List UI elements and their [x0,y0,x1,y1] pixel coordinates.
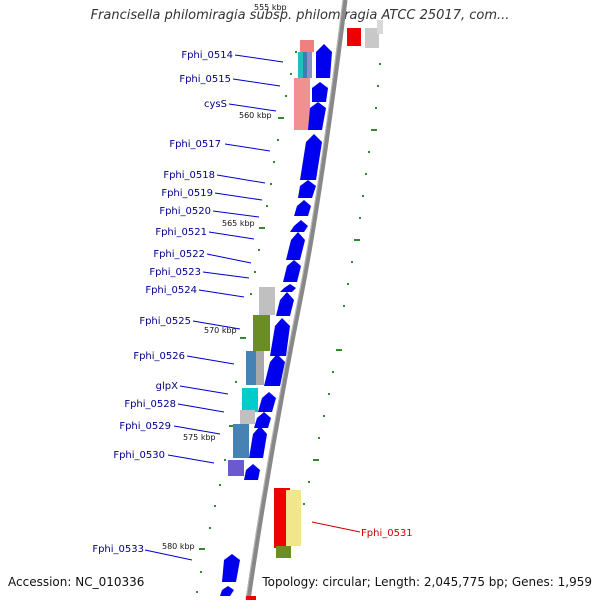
label-connectors [144,54,284,561]
gene-label[interactable]: glpX [156,381,178,392]
scale-label: 570 kbp [204,326,237,335]
gene-label-highlight[interactable]: Fphi_0531 [361,528,413,539]
feature-top-grey-2 [377,20,383,34]
connector-fphi-0531 [311,521,361,533]
feature-top-red [347,28,361,46]
scale-label: 555 kbp [254,3,287,12]
gene-label[interactable]: cysS [204,99,227,110]
gene-label[interactable]: Fphi_0515 [179,74,231,85]
gene-label[interactable]: Fphi_0524 [145,285,197,296]
scale-labels: 555 kbp 560 kbp 565 kbp 570 kbp 575 kbp … [162,3,287,551]
dotted-ring-inner [196,51,297,593]
gene-label[interactable]: Fphi_0526 [133,351,185,362]
gene-label[interactable]: Fphi_0525 [139,316,191,327]
gene-label[interactable]: Fphi_0533 [92,544,144,555]
annotation-bars [228,40,314,558]
gene-label[interactable]: Fphi_0520 [159,206,211,217]
feature-top-grey [365,28,379,48]
map-title: Francisella philomiragia subsp. philomir… [90,8,510,23]
scale-label: 565 kbp [222,219,255,228]
cds-arrows [220,44,332,596]
backbone-highlight [245,0,344,600]
scale-label: 560 kbp [239,111,272,120]
gene-labels: Fphi_0514 Fphi_0515 cysS Fphi_0517 Fphi_… [92,50,412,555]
feature-bottom-red [246,596,256,600]
gene-label[interactable]: Fphi_0522 [153,249,205,260]
gene-label[interactable]: Fphi_0523 [149,267,201,278]
scale-label: 575 kbp [183,433,216,442]
gene-label[interactable]: Fphi_0528 [124,399,176,410]
gene-label[interactable]: Fphi_0530 [113,450,165,461]
gene-label[interactable]: Fphi_0529 [119,421,171,432]
scale-label: 580 kbp [162,542,195,551]
gene-label[interactable]: Fphi_0518 [163,170,215,181]
gene-label[interactable]: Fphi_0517 [169,139,221,150]
backbone-line [245,0,348,600]
topology-text: Topology: circular; Length: 2,045,775 bp… [262,575,592,589]
accession-text: Accession: NC_010336 [8,575,145,589]
gene-label[interactable]: Fphi_0519 [161,188,213,199]
dotted-ring-outer [298,63,381,527]
gene-label[interactable]: Fphi_0521 [155,227,207,238]
gene-label[interactable]: Fphi_0514 [181,50,233,61]
